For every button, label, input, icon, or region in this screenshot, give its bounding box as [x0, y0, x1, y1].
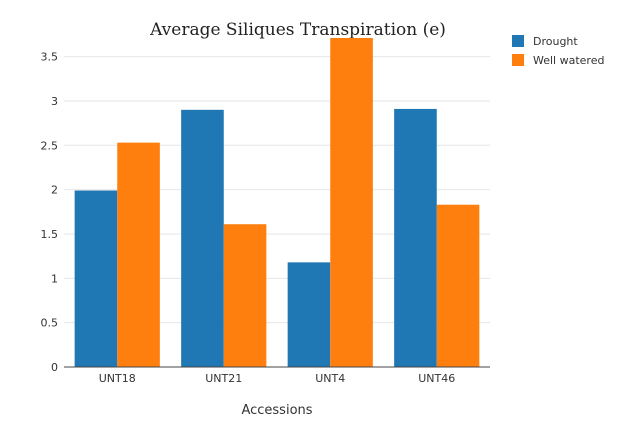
- bar-well-watered-unt4[interactable]: [330, 37, 373, 368]
- y-tick-label: 1.5: [41, 228, 59, 241]
- legend-swatch[interactable]: [512, 35, 524, 47]
- y-tick-label: 1: [51, 272, 58, 285]
- x-tick-label: UNT46: [418, 372, 455, 385]
- y-tick-label: 3: [51, 95, 58, 108]
- bar-well-watered-unt21[interactable]: [223, 224, 267, 367]
- x-axis-label: Accessions: [241, 403, 312, 418]
- y-tick-label: 2: [51, 184, 58, 197]
- bar-drought-unt4[interactable]: [287, 262, 331, 367]
- x-axis-ticks: UNT18 UNT21 UNT4 UNT46: [99, 372, 456, 385]
- y-axis-ticks: 0 0.5 1 1.5 2 2.5 3 3.5: [41, 51, 59, 374]
- y-tick-label: 2.5: [41, 139, 59, 152]
- bar-well-watered-unt46[interactable]: [436, 204, 480, 367]
- legend[interactable]: Drought Well watered: [512, 35, 604, 67]
- x-tick-label: UNT18: [99, 372, 136, 385]
- x-tick-label: UNT21: [205, 372, 242, 385]
- legend-label[interactable]: Well watered: [533, 54, 604, 67]
- y-tick-label: 3.5: [41, 51, 59, 64]
- chart-title: Average Siliques Transpiration (e): [149, 20, 446, 40]
- bar-well-watered-unt18[interactable]: [117, 142, 160, 367]
- bar-drought-unt18[interactable]: [74, 190, 118, 367]
- legend-swatch[interactable]: [512, 54, 524, 66]
- bars: [74, 37, 480, 368]
- y-tick-label: 0: [51, 361, 58, 374]
- bar-drought-unt46[interactable]: [394, 108, 437, 367]
- legend-label[interactable]: Drought: [533, 35, 578, 48]
- x-tick-label: UNT4: [315, 372, 345, 385]
- y-tick-label: 0.5: [41, 317, 59, 330]
- bar-drought-unt21[interactable]: [181, 109, 224, 367]
